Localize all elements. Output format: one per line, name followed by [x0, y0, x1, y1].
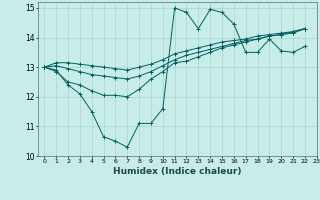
X-axis label: Humidex (Indice chaleur): Humidex (Indice chaleur): [113, 167, 242, 176]
